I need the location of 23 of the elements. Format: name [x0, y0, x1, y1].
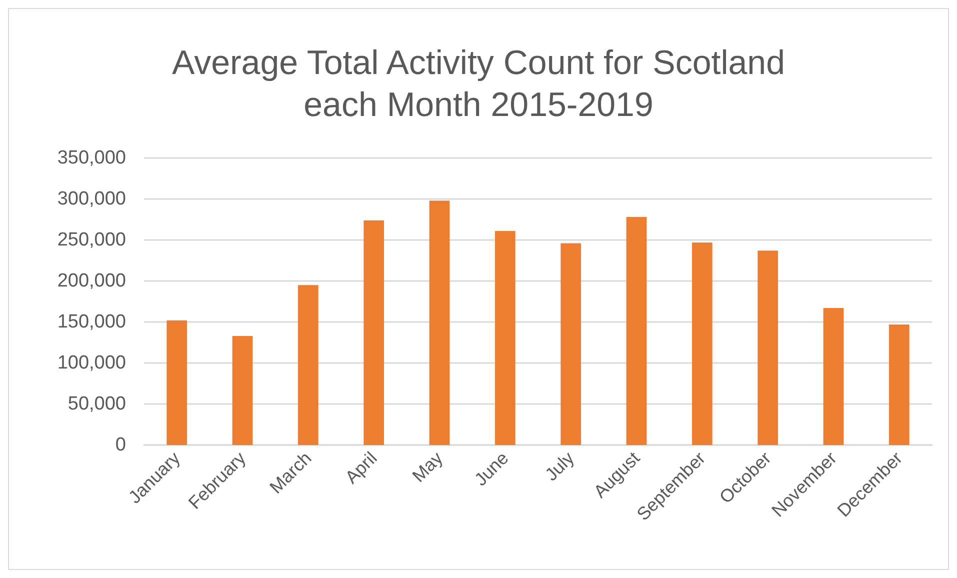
- bar: [364, 220, 384, 445]
- y-tick-label: 350,000: [57, 148, 126, 168]
- bar: [429, 200, 450, 445]
- bar: [758, 250, 778, 445]
- bar: [298, 285, 318, 445]
- y-tick-label: 100,000: [57, 352, 126, 374]
- bar: [692, 242, 712, 445]
- x-tick-label: May: [408, 448, 447, 486]
- y-tick-label: 300,000: [57, 188, 126, 210]
- y-tick-label: 50,000: [68, 394, 126, 414]
- x-tick-label: July: [541, 448, 578, 485]
- bar: [560, 243, 582, 445]
- chart-title: Average Total Activity Count for Scotland each Month 2015-2019: [172, 44, 785, 124]
- bar: [823, 308, 844, 445]
- bar: [494, 230, 516, 445]
- bar: [626, 217, 647, 445]
- y-tick-label: 200,000: [57, 270, 126, 292]
- bar: [232, 336, 253, 445]
- bar: [166, 320, 188, 445]
- bar: [888, 324, 910, 445]
- y-tick-label: 0: [115, 434, 126, 456]
- y-tick-label: 150,000: [57, 312, 126, 332]
- y-tick-label: 250,000: [57, 230, 126, 250]
